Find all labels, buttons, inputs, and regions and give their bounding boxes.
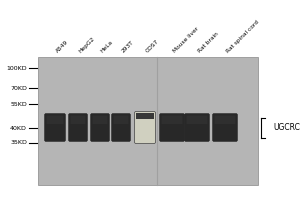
Text: 100KD: 100KD [6, 66, 27, 71]
Text: Rat spinal cord: Rat spinal cord [225, 19, 260, 54]
FancyBboxPatch shape [112, 114, 130, 142]
FancyBboxPatch shape [212, 114, 238, 142]
Text: 40KD: 40KD [10, 126, 27, 130]
Text: UGCRC1: UGCRC1 [273, 123, 300, 132]
FancyBboxPatch shape [91, 114, 110, 142]
Text: 70KD: 70KD [10, 86, 27, 90]
Text: 293T: 293T [121, 40, 135, 54]
Text: HeLa: HeLa [100, 40, 114, 54]
Text: Mouse liver: Mouse liver [172, 26, 200, 54]
FancyBboxPatch shape [44, 114, 65, 142]
FancyBboxPatch shape [70, 116, 86, 124]
Text: 55KD: 55KD [10, 102, 27, 106]
Bar [136, 113, 154, 119]
Text: 35KD: 35KD [10, 140, 27, 146]
Text: HepG2: HepG2 [78, 36, 96, 54]
FancyBboxPatch shape [161, 116, 182, 124]
FancyBboxPatch shape [134, 112, 155, 144]
Text: COS7: COS7 [145, 39, 160, 54]
FancyBboxPatch shape [160, 114, 184, 142]
FancyBboxPatch shape [46, 116, 64, 124]
FancyBboxPatch shape [92, 116, 107, 124]
FancyBboxPatch shape [187, 116, 208, 124]
Text: A549: A549 [55, 40, 69, 54]
FancyBboxPatch shape [184, 114, 209, 142]
FancyBboxPatch shape [68, 114, 88, 142]
FancyBboxPatch shape [113, 116, 128, 124]
FancyBboxPatch shape [214, 116, 236, 124]
Text: Rat brain: Rat brain [197, 32, 220, 54]
Bar [38, 57, 258, 185]
